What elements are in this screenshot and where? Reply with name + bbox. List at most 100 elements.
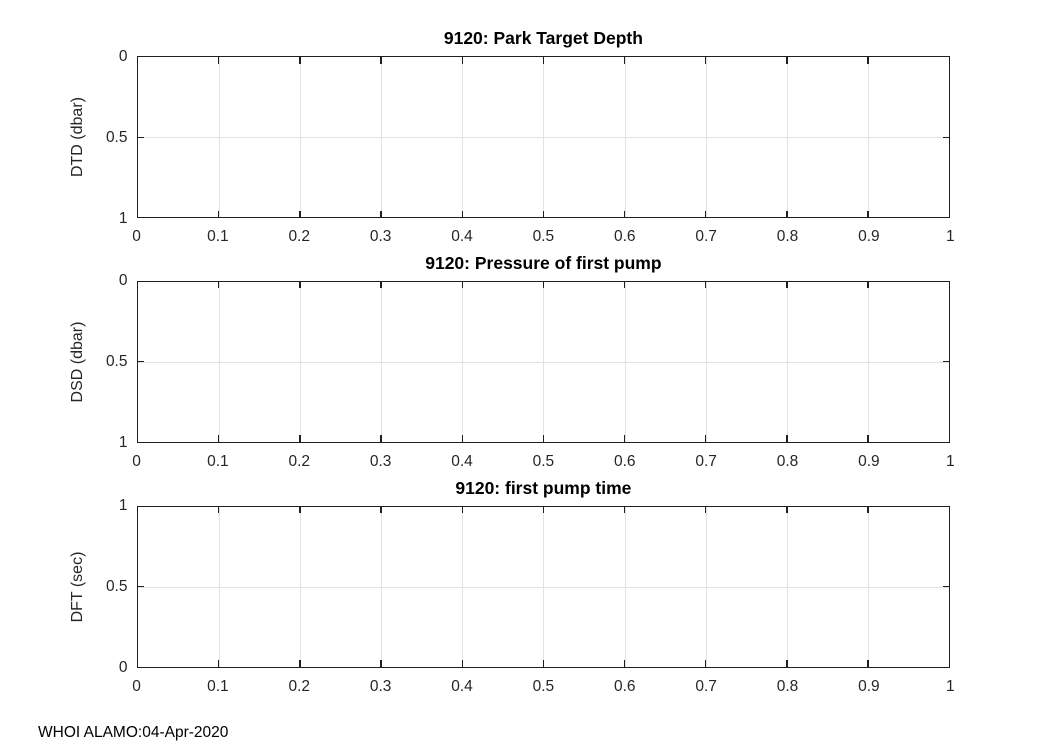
x-tick-label: 0.5 [532,228,555,246]
x-tick-label: 0.7 [695,228,717,246]
x-tick-mark [380,506,382,513]
x-tick-label: 0.4 [451,677,473,695]
x-tick-label: 0.9 [858,452,880,470]
x-tick-mark [623,281,626,288]
x-tick-mark [786,281,788,288]
x-tick-mark [380,435,382,442]
x-tick-mark [380,57,382,64]
x-tick-label: 0.1 [207,677,229,695]
x-tick-label: 0.1 [207,452,229,470]
y-gridline [137,361,950,363]
x-tick-label: 0.9 [858,677,880,695]
y-tick-mark [942,360,950,363]
x-tick-label: 0.5 [532,452,555,470]
y-tick-label: 1 [118,434,128,451]
x-tick-mark [542,506,545,513]
y-gridline [137,586,950,588]
x-tick-mark [867,435,869,442]
x-tick-mark [461,506,463,513]
y-tick-mark [137,136,144,138]
x-tick-label: 0.4 [451,452,473,470]
subplot-title: 9120: first pump time [455,477,632,498]
axes-box [136,280,951,443]
y-tick-label: 1 [118,209,128,227]
y-tick-label: 0.5 [105,353,128,370]
y-tick-mark [137,360,144,363]
x-tick-mark [705,210,707,218]
x-tick-label: 0.2 [288,228,311,246]
y-tick-label: 0.5 [105,128,128,146]
x-tick-mark [380,210,382,218]
y-tick-label: 1 [118,497,128,514]
figure-footer-annotation: WHOI ALAMO:04-Apr-2020 [38,724,229,741]
x-tick-mark [623,435,626,442]
x-tick-mark [542,210,545,218]
x-tick-mark [542,57,545,64]
axes-box [136,505,951,668]
x-tick-mark [542,435,545,442]
subplot-title: 9120: Park Target Depth [443,28,643,49]
x-tick-label: 0.4 [451,228,473,246]
x-tick-mark [217,210,220,218]
x-tick-mark [705,281,707,288]
x-tick-label: 0.8 [776,228,799,246]
y-tick-mark [942,136,950,138]
x-tick-mark [786,506,788,513]
x-tick-mark [299,210,301,218]
x-tick-label: 0.1 [207,228,229,246]
x-tick-label: 0.3 [369,228,392,246]
x-tick-label: 0.2 [288,677,311,695]
x-tick-label: 0.6 [613,452,636,470]
y-tick-mark [137,585,144,588]
y-tick-label: 0.5 [105,578,128,595]
x-tick-mark [380,660,382,667]
x-tick-mark [623,57,626,64]
x-tick-mark [623,210,626,218]
y-tick-label: 0 [118,659,128,676]
x-tick-mark [461,435,463,442]
x-tick-mark [867,660,869,667]
x-tick-mark [705,660,707,667]
x-tick-mark [786,435,788,442]
x-tick-mark [461,210,463,218]
x-tick-label: 0.8 [776,452,799,470]
x-tick-label: 0.9 [858,228,880,246]
x-tick-label: 0 [132,677,141,695]
x-tick-mark [380,281,382,288]
x-tick-label: 0.8 [776,677,799,695]
x-tick-mark [542,281,545,288]
x-tick-label: 1 [945,452,955,470]
x-tick-mark [867,281,869,288]
x-tick-label: 0.3 [369,452,392,470]
y-tick-label: 0 [118,47,128,65]
x-tick-mark [623,506,626,513]
axes-box [136,56,951,219]
x-tick-mark [299,435,301,442]
x-tick-mark [786,660,788,667]
x-tick-label: 0.2 [288,452,311,470]
x-tick-mark [217,57,220,64]
y-tick-label: 0 [118,272,128,289]
x-tick-mark [217,660,220,667]
x-tick-mark [299,506,301,513]
x-tick-mark [461,660,463,667]
x-tick-label: 0.6 [613,677,636,695]
x-tick-mark [542,660,545,667]
x-tick-mark [299,57,301,64]
x-tick-label: 1 [945,228,955,246]
x-tick-label: 0.7 [695,452,717,470]
x-tick-label: 0 [132,452,141,470]
y-tick-mark [942,585,950,588]
x-tick-mark [217,281,220,288]
x-tick-label: 0.3 [369,677,392,695]
x-tick-mark [217,435,220,442]
x-tick-label: 0.5 [532,677,555,695]
x-tick-mark [867,57,869,64]
x-tick-label: 1 [945,677,955,695]
x-tick-mark [705,57,707,64]
x-tick-label: 0 [132,228,141,246]
x-tick-mark [623,660,626,667]
x-tick-mark [299,660,301,667]
x-tick-mark [867,210,869,218]
